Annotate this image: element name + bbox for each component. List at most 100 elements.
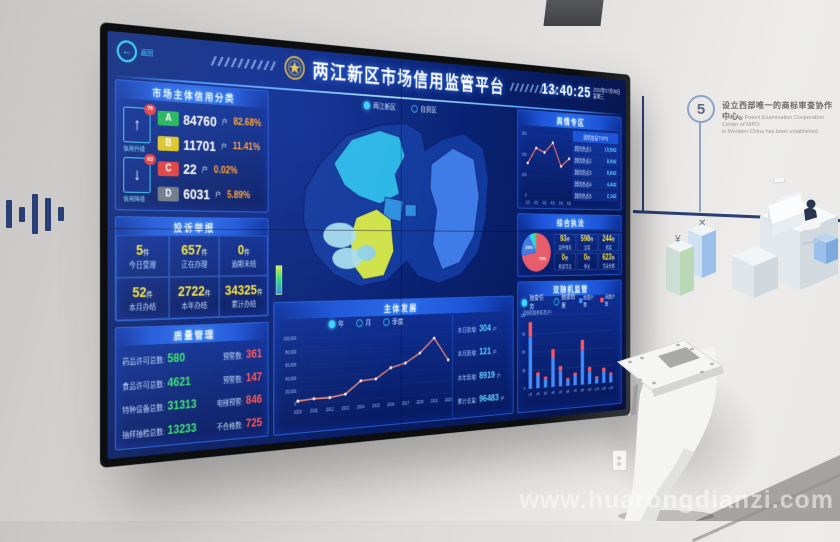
enforcement-stat: 0件 移送司法 — [554, 252, 576, 271]
grade-badge: B — [157, 136, 179, 152]
enforcement-body: 72% 20% 93件 案件线索 598件 立案 244件 结案 0件 移送司法 0件 听证 623件… — [518, 229, 621, 276]
random-option-dot-icon — [553, 297, 559, 306]
quality-right-pair: 预警数: 147 — [223, 370, 262, 386]
credit-unit: 户 — [221, 119, 228, 127]
complaint-value: 52件 — [132, 284, 153, 301]
complaint-cell: 5件 今日受理 — [115, 235, 169, 278]
svg-text:72%: 72% — [539, 257, 547, 262]
clock-date: 2020年07月08日 星期三 — [593, 85, 620, 102]
sentiment-items: 舆情热点1 10,542 舆情热点2 8,942 舆情热点3 6,642 舆情热点4 4,44… — [572, 142, 619, 202]
development-legend-item[interactable]: 月 — [355, 318, 372, 328]
enforcement-unit: 件 — [566, 237, 571, 243]
quality-row: 食品许可总数: 4621 预警数: 147 — [122, 370, 262, 392]
random-option-dot-icon — [521, 298, 527, 307]
quality-right-pair: 电梯预警: 846 — [217, 393, 263, 410]
quality-row: 特种设备总数: 31313 电梯预警: 846 — [122, 393, 262, 417]
complaint-unit: 件 — [244, 249, 250, 257]
development-legend-item-label: 月 — [365, 318, 372, 327]
svg-text:5月: 5月 — [559, 390, 563, 394]
map-tab-dot-icon — [411, 104, 418, 113]
svg-text:2013: 2013 — [342, 406, 350, 411]
dashboard: ← 返回 两江新区市场信用监管平台 13:40:25 2020年07月08日 星… — [107, 30, 626, 460]
milestone-number: 5 — [696, 100, 706, 118]
svg-text:12月: 12月 — [608, 386, 613, 390]
led-display-screen: ← 返回 两江新区市场信用监管平台 13:40:25 2020年07月08日 星… — [100, 22, 631, 468]
credit-upgrade-icon[interactable]: ↑ 76 — [123, 103, 156, 144]
complaints-grid: 5件 今日受理 657件 正在办理 0件 逾期未结 52件 本月办结 2722件 本年办结 3432… — [115, 235, 268, 321]
svg-text:5月: 5月 — [559, 201, 563, 206]
development-stat: 累计总量: 96483 户 — [458, 392, 511, 406]
sentiment-item-label: 舆情热点1 — [574, 146, 592, 153]
development-stat-value: 121 — [479, 346, 491, 358]
panel-enforcement: 综合执法 72% 20% 93件 案件线索 598件 立案 244件 结案 0件 移送司法 0件听… — [517, 213, 622, 277]
isometric-wall-illustration: ✕ ¥ — [666, 178, 838, 298]
sentiment-body: 0 100 200 300 1月 2月 3月 4月 5月 6月 舆情信息TOP5 舆情热点1 10,… — [518, 125, 621, 210]
map-tab[interactable]: 自贸区 — [411, 103, 437, 114]
district-map[interactable] — [273, 106, 513, 296]
svg-text:60: 60 — [522, 351, 525, 355]
sentiment-item[interactable]: 舆情热点3 6,642 — [572, 166, 619, 179]
complaint-value: 2722件 — [177, 283, 211, 300]
panel-quality: 质量管理 药品许可总数: 580 预警数: 361 食品许可总数: 4621 预警数: 147… — [114, 321, 269, 451]
quality-label: 药品许可总数: — [122, 355, 165, 368]
enforcement-stats: 93件 案件线索 598件 立案 244件 结案 0件 移送司法 0件 听证 623件 罚没金额 — [554, 233, 619, 271]
right-column: 舆情专区 0 100 200 300 1月 2月 3月 4月 5月 6月 舆情信息TOP5 舆情热… — [517, 109, 622, 414]
enforcement-unit: 件 — [587, 256, 591, 262]
svg-text:2012: 2012 — [326, 407, 334, 412]
development-stat-label: 本日新增: — [457, 327, 478, 335]
development-stat-label: 本年新增: — [457, 374, 478, 382]
enforcement-unit: 件 — [590, 237, 594, 243]
quality-value: 31313 — [167, 397, 197, 414]
svg-text:40,000: 40,000 — [285, 376, 296, 381]
credit-row: D 6031 户 5.89% — [157, 186, 265, 204]
complaint-label: 正在办理 — [181, 260, 208, 270]
development-stat: 本月新增: 121 户 — [458, 346, 511, 359]
svg-text:0: 0 — [525, 193, 527, 197]
milestone-number-badge: 5 — [687, 95, 715, 123]
svg-text:¥: ¥ — [674, 234, 681, 245]
svg-text:7月: 7月 — [573, 389, 577, 393]
development-stat-label: 本月新增: — [457, 350, 478, 358]
quality-value: 4621 — [167, 374, 191, 390]
map-color-legend — [275, 265, 283, 295]
development-line-chart: 0 20,000 40,000 60,000 80,000 100,000 2010 2011… — [283, 325, 452, 415]
enforcement-label: 立案 — [583, 245, 591, 251]
svg-text:300: 300 — [522, 132, 527, 136]
sentiment-item[interactable]: 舆情热点5 2,142 — [572, 189, 619, 202]
credit-count: 22 — [183, 161, 197, 178]
complaint-value: 0件 — [237, 242, 250, 258]
credit-downgrade-label: 信用降级 — [123, 196, 146, 204]
svg-text:0: 0 — [524, 387, 526, 391]
sentiment-item[interactable]: 舆情热点4 4,442 — [572, 177, 619, 191]
svg-text:200: 200 — [522, 152, 527, 156]
enforcement-stat: 93件 案件线索 — [554, 233, 576, 252]
svg-text:3月: 3月 — [544, 391, 548, 395]
complaint-unit: 件 — [204, 290, 211, 298]
quality-right-pair: 预警数: 361 — [223, 347, 262, 362]
development-stat-label: 累计总量: — [457, 397, 478, 406]
svg-text:2020: 2020 — [445, 397, 452, 402]
kiosk-stand[interactable] — [596, 328, 764, 521]
svg-text:2014: 2014 — [357, 404, 365, 409]
credit-percent: 11.41% — [232, 141, 261, 154]
complaint-value: 34325件 — [224, 282, 263, 298]
enforcement-unit: 件 — [611, 238, 616, 243]
complaint-unit: 件 — [201, 249, 208, 257]
quality-warn-label: 不合格数: — [216, 420, 244, 432]
map-tab[interactable]: 两江新区 — [363, 100, 396, 112]
svg-text:4月: 4月 — [551, 391, 555, 395]
complaint-unit: 件 — [146, 291, 153, 299]
milestone-connector-line — [699, 123, 701, 212]
development-legend-item[interactable]: 季度 — [382, 317, 403, 327]
development-stat-unit: 户 — [492, 327, 497, 333]
wall-text-chinese: 设立西部唯一的商标审查协作中心。 — [722, 101, 833, 121]
development-legend-item[interactable]: 年 — [328, 319, 344, 329]
development-stat-value: 304 — [479, 323, 491, 334]
enforcement-pie-chart: 72% 20% — [521, 232, 551, 272]
credit-downgrade-icon[interactable]: ↓ 63 — [123, 154, 156, 194]
credit-percent: 82.68% — [233, 117, 262, 130]
credit-unit: 户 — [221, 143, 227, 151]
development-stat: 本日新增: 304 户 — [458, 323, 511, 335]
sentiment-item[interactable]: 舆情热点2 8,942 — [572, 154, 619, 168]
svg-text:8月: 8月 — [581, 388, 585, 392]
